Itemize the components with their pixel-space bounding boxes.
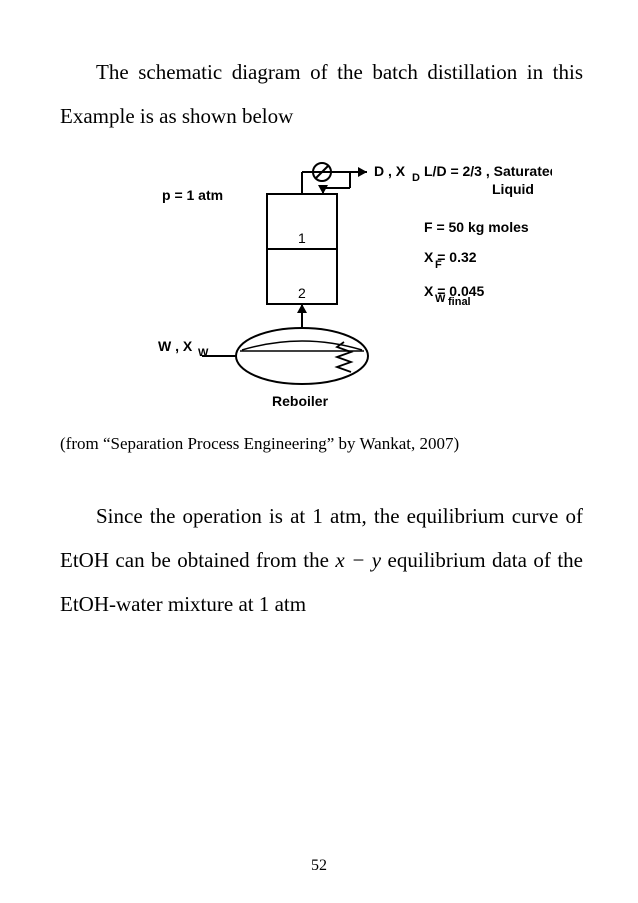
svg-text:W: W: [435, 293, 446, 305]
diagram-caption: (from “Separation Process Engineering” b…: [60, 432, 583, 456]
svg-text:p = 1 atm: p = 1 atm: [162, 187, 223, 203]
para2-xy: x − y: [335, 548, 381, 572]
paragraph-2: Since the operation is at 1 atm, the equ…: [60, 494, 583, 626]
page-number: 52: [0, 857, 638, 875]
schematic-diagram: 1 2 D , X D L/D = 2/3 , Saturated Liquid F = 5…: [60, 156, 583, 426]
svg-text:X = 0.32: X = 0.32: [424, 249, 477, 265]
svg-text:Liquid: Liquid: [492, 181, 534, 197]
svg-text:L/D = 2/3 , Saturated: L/D = 2/3 , Saturated: [424, 163, 552, 179]
svg-text:D: D: [412, 172, 420, 184]
svg-text:D , X: D , X: [374, 163, 406, 179]
svg-text:Reboiler: Reboiler: [272, 393, 329, 409]
svg-text:W , X: W , X: [158, 338, 193, 354]
svg-text:final: final: [448, 296, 471, 308]
paragraph-1: The schematic diagram of the batch disti…: [60, 50, 583, 138]
svg-text:1: 1: [298, 230, 306, 246]
svg-text:W: W: [198, 347, 209, 359]
svg-text:F: F: [435, 259, 442, 271]
svg-text:F = 50 kg moles: F = 50 kg moles: [424, 219, 529, 235]
svg-text:2: 2: [298, 285, 306, 301]
